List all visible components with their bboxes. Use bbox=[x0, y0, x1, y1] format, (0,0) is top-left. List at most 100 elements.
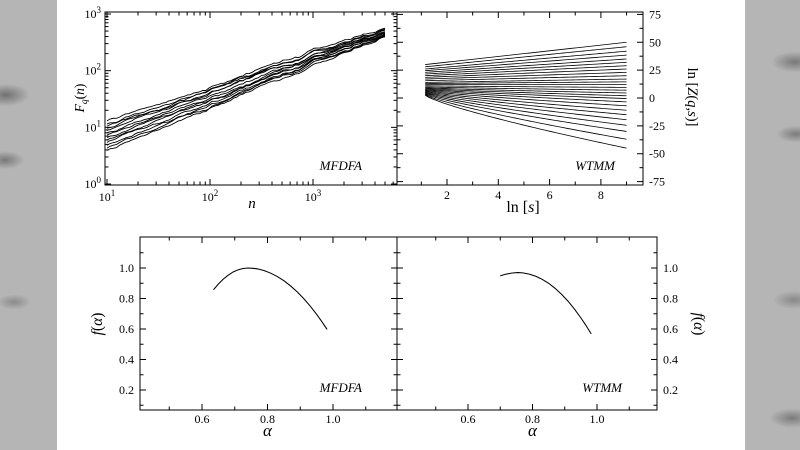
y-tick-label: 0.8 bbox=[119, 292, 134, 306]
fluctuation-curve bbox=[106, 27, 386, 122]
x-tick-label: 2 bbox=[444, 188, 450, 202]
x-tick-label: 1.0 bbox=[590, 412, 605, 426]
tick-labels: 0.6 0.8 1.0 1.0 0.8 0.6 0.4 0.2 bbox=[461, 261, 679, 426]
partition-curve bbox=[425, 81, 627, 84]
partition-curve bbox=[425, 92, 627, 126]
panel-backgrounds bbox=[105, 12, 657, 410]
x-tick-label: 4 bbox=[495, 188, 501, 202]
series-wtmm-partition bbox=[424, 41, 627, 149]
y-tick-label: 0.8 bbox=[663, 292, 678, 306]
y-tick-label: 0 bbox=[649, 91, 655, 105]
partition-curve bbox=[425, 78, 627, 83]
series-mfdfa-spectrum bbox=[213, 267, 328, 330]
partition-curve bbox=[425, 58, 627, 73]
partition-curve bbox=[425, 94, 627, 140]
fluctuation-curve bbox=[106, 33, 386, 138]
partition-curve bbox=[425, 86, 627, 91]
x-tick-label: 0.8 bbox=[260, 412, 275, 426]
ticks bbox=[397, 237, 657, 410]
y-tick-label: 25 bbox=[649, 63, 661, 77]
series-wtmm-spectrum bbox=[500, 272, 592, 335]
fluctuation-curve bbox=[106, 34, 386, 143]
y-tick-label: -50 bbox=[649, 147, 665, 161]
partition-curve bbox=[425, 41, 627, 65]
partition-curve bbox=[425, 68, 627, 78]
y-axis-label: ln [Z(q,s)] bbox=[684, 68, 700, 127]
partition-curve bbox=[425, 46, 627, 68]
x-tick-label: 0.8 bbox=[525, 412, 540, 426]
y-tick-label: 1.0 bbox=[663, 261, 678, 275]
axes-mfdfa-spectrum: 0.6 0.8 1.0 1.0 0.8 0.6 0.4 0.2 α f(α) MFDFA bbox=[89, 236, 398, 440]
y-tick-label: 0.2 bbox=[663, 383, 678, 397]
partition-curve bbox=[425, 93, 627, 132]
partition-curve bbox=[425, 88, 627, 97]
y-tick-label: 0.4 bbox=[119, 353, 134, 367]
x-tick-label: 102 bbox=[202, 188, 219, 204]
partition-curve bbox=[425, 92, 627, 121]
x-tick-label: 8 bbox=[598, 188, 604, 202]
x-tick-label: 101 bbox=[99, 188, 116, 204]
y-tick-label: -75 bbox=[649, 175, 665, 189]
y-tick-label: -25 bbox=[649, 119, 665, 133]
y-tick-label: 100 bbox=[85, 175, 102, 191]
partition-curve bbox=[425, 88, 627, 99]
fluctuation-curve bbox=[106, 28, 386, 125]
ticks bbox=[105, 12, 397, 185]
y-tick-label: 0.6 bbox=[119, 322, 134, 336]
x-tick-label: 6 bbox=[547, 188, 553, 202]
partition-curve bbox=[425, 85, 627, 88]
fluctuation-curve bbox=[106, 35, 386, 146]
y-tick-label: 0.2 bbox=[119, 383, 134, 397]
y-tick-label: 50 bbox=[649, 35, 661, 49]
x-axis-label: α bbox=[528, 421, 538, 440]
y-tick-label: 103 bbox=[85, 5, 102, 21]
x-axis-label: α bbox=[263, 421, 273, 440]
partition-curve bbox=[425, 61, 627, 75]
x-tick-label: 0.6 bbox=[461, 412, 476, 426]
axes-wtmm-spectrum: 0.6 0.8 1.0 1.0 0.8 0.6 0.4 0.2 α f(α) WTMM bbox=[396, 236, 707, 440]
y-tick-label: 1.0 bbox=[119, 261, 134, 275]
y-tick-label: 102 bbox=[85, 62, 102, 78]
x-tick-label: 0.6 bbox=[195, 412, 210, 426]
partition-curve bbox=[425, 87, 627, 94]
partition-curve bbox=[425, 90, 627, 111]
axes-wtmm-partition: 2 4 6 8 75 50 25 0 -25 -50 -75 ln [s] ln [Z(q,s)] WTM… bbox=[396, 7, 700, 216]
spectrum-curve bbox=[500, 272, 592, 335]
tick-labels: 0.6 0.8 1.0 1.0 0.8 0.6 0.4 0.2 bbox=[119, 261, 341, 426]
partition-curve bbox=[425, 91, 627, 116]
fluctuation-curve bbox=[106, 36, 386, 149]
partition-curve bbox=[425, 89, 627, 103]
panel-label-wtmm-spectrum: WTMM bbox=[582, 380, 623, 395]
y-axis-label: f(α) bbox=[690, 313, 707, 336]
x-axis-label: n bbox=[248, 196, 256, 212]
y-tick-label: 0.6 bbox=[663, 322, 678, 336]
partition-curve bbox=[425, 75, 627, 82]
panel-label-wtmm: WTMM bbox=[575, 158, 616, 173]
partition-curve bbox=[425, 50, 627, 70]
ticks bbox=[140, 237, 397, 410]
y-tick-label: 0.4 bbox=[663, 353, 678, 367]
x-axis-label: ln [s] bbox=[506, 199, 539, 216]
tick-labels: 2 4 6 8 75 50 25 0 -25 -50 -75 bbox=[444, 7, 665, 202]
y-tick-label: 101 bbox=[85, 118, 102, 134]
partition-curve bbox=[425, 54, 627, 72]
series-mfdfa-fluctuation bbox=[106, 27, 386, 151]
ticks bbox=[397, 12, 643, 185]
partition-curve bbox=[424, 94, 627, 149]
y-axis-label: Fq(n) bbox=[72, 84, 90, 114]
panel-label-mfdfa: MFDFA bbox=[319, 158, 362, 173]
y-tick-label: 75 bbox=[649, 7, 661, 21]
fluctuation-curve bbox=[106, 31, 386, 131]
partition-curve bbox=[425, 71, 627, 80]
y-axis-label: f(α) bbox=[89, 313, 106, 336]
x-tick-label: 1.0 bbox=[326, 412, 341, 426]
partition-curve bbox=[425, 90, 627, 107]
panel-label-mfdfa-spectrum: MFDFA bbox=[319, 380, 362, 395]
spectrum-curve bbox=[213, 267, 328, 330]
partition-curve bbox=[425, 65, 627, 77]
fluctuation-curve bbox=[106, 35, 386, 151]
x-tick-label: 103 bbox=[305, 188, 322, 204]
